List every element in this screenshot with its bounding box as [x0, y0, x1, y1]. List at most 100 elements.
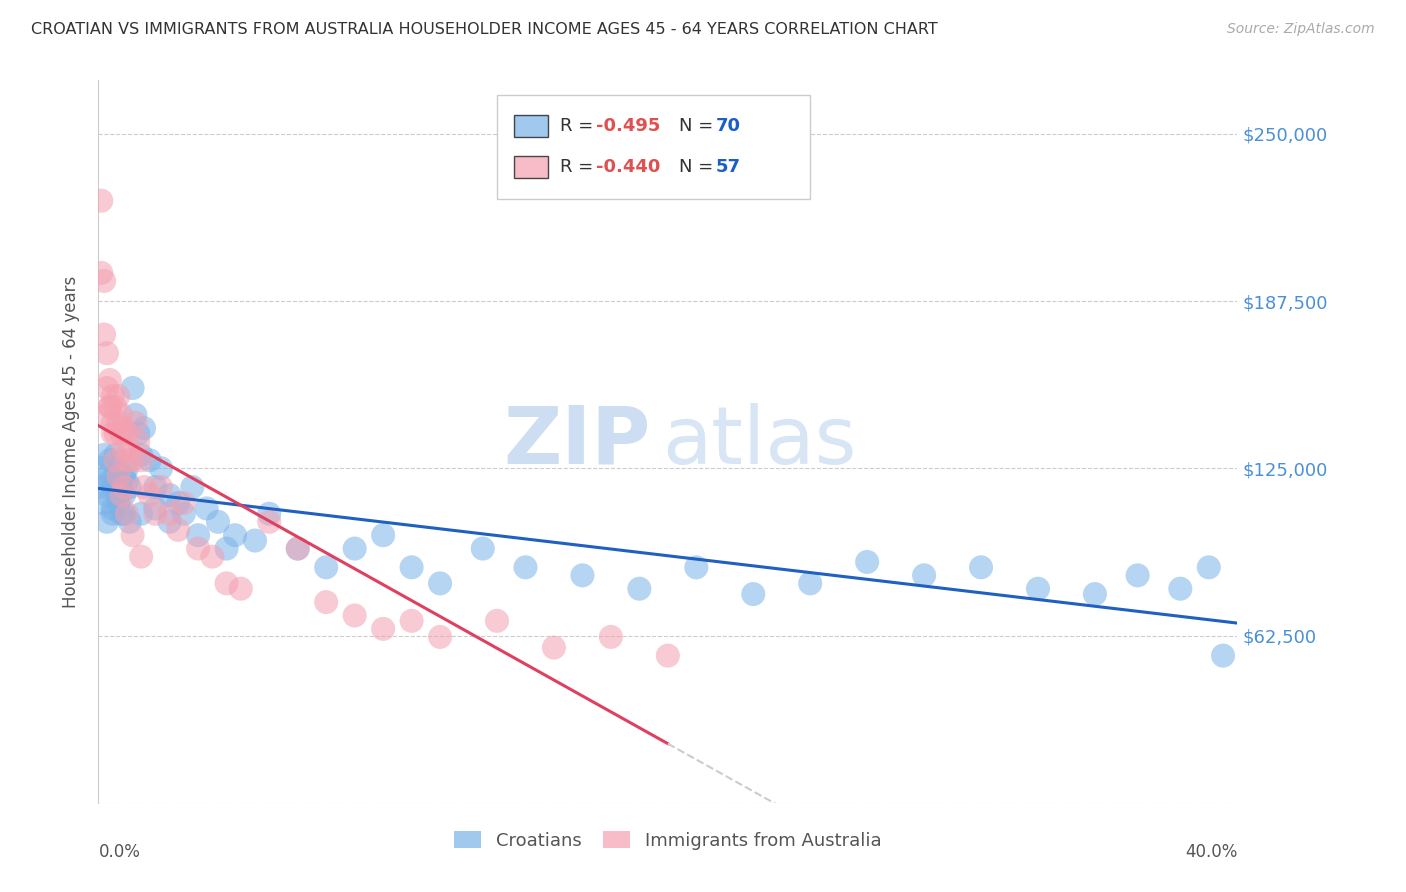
Point: [110, 426, 132, 441]
Point: [115, 475, 138, 489]
Point: [224, 528, 246, 542]
Point: [98, 373, 121, 387]
Point: [96, 488, 118, 502]
Point: [101, 426, 124, 441]
Legend: Croatians, Immigrants from Australia: Croatians, Immigrants from Australia: [446, 822, 890, 859]
Point: [187, 528, 209, 542]
Point: [98, 400, 121, 414]
Point: [107, 389, 129, 403]
Y-axis label: Householder Income Ages 45 - 64 years: Householder Income Ages 45 - 64 years: [62, 276, 80, 607]
Point: [138, 453, 160, 467]
Text: 70: 70: [716, 117, 741, 135]
Point: [90, 461, 112, 475]
Point: [1170, 582, 1192, 596]
Point: [1026, 582, 1049, 596]
Point: [107, 469, 129, 483]
Point: [104, 453, 127, 467]
FancyBboxPatch shape: [515, 156, 548, 178]
Point: [486, 614, 509, 628]
Point: [145, 501, 167, 516]
Point: [98, 475, 121, 489]
Point: [96, 346, 118, 360]
Point: [543, 640, 565, 655]
Point: [167, 496, 190, 510]
Point: [104, 448, 127, 462]
Point: [110, 488, 132, 502]
Point: [287, 541, 309, 556]
Text: 57: 57: [716, 158, 741, 176]
Point: [115, 507, 138, 521]
FancyBboxPatch shape: [515, 115, 548, 136]
Point: [104, 426, 127, 441]
Point: [215, 541, 238, 556]
Point: [129, 507, 152, 521]
Point: [93, 327, 115, 342]
Point: [181, 480, 204, 494]
Point: [401, 560, 423, 574]
Point: [101, 480, 124, 494]
Point: [118, 515, 141, 529]
Point: [401, 614, 423, 628]
Point: [132, 480, 155, 494]
Point: [129, 549, 152, 564]
Point: [742, 587, 765, 601]
Point: [127, 426, 149, 441]
Point: [124, 416, 146, 430]
Text: Source: ZipAtlas.com: Source: ZipAtlas.com: [1227, 22, 1375, 37]
Point: [93, 448, 115, 462]
Point: [195, 501, 218, 516]
Text: N =: N =: [679, 117, 720, 135]
Point: [90, 194, 112, 208]
Point: [93, 496, 115, 510]
Text: N =: N =: [679, 158, 720, 176]
Point: [167, 523, 190, 537]
Point: [118, 442, 141, 457]
Point: [159, 507, 181, 521]
Point: [90, 266, 112, 280]
Point: [259, 515, 281, 529]
Point: [159, 515, 181, 529]
Point: [101, 389, 124, 403]
Point: [101, 501, 124, 516]
Point: [429, 630, 451, 644]
Point: [115, 461, 138, 475]
Point: [112, 488, 135, 502]
Point: [112, 442, 135, 457]
Point: [373, 622, 395, 636]
Point: [315, 595, 337, 609]
Point: [98, 453, 121, 467]
Point: [118, 480, 141, 494]
Point: [600, 630, 623, 644]
Point: [104, 469, 127, 483]
Point: [112, 469, 135, 483]
Point: [101, 507, 124, 521]
Point: [121, 528, 143, 542]
Point: [121, 381, 143, 395]
Point: [96, 381, 118, 395]
Point: [1084, 587, 1107, 601]
Point: [110, 480, 132, 494]
FancyBboxPatch shape: [498, 95, 810, 200]
Point: [115, 426, 138, 441]
Point: [104, 400, 127, 414]
Point: [101, 416, 124, 430]
Point: [121, 453, 143, 467]
Point: [243, 533, 266, 548]
Point: [315, 560, 337, 574]
Point: [129, 453, 152, 467]
Point: [1198, 560, 1220, 574]
Point: [287, 541, 309, 556]
Text: ZIP: ZIP: [503, 402, 651, 481]
Point: [145, 480, 167, 494]
Point: [970, 560, 993, 574]
Text: 40.0%: 40.0%: [1185, 843, 1237, 861]
Point: [912, 568, 935, 582]
Point: [115, 453, 138, 467]
Point: [685, 560, 707, 574]
Point: [110, 408, 132, 422]
Point: [515, 560, 537, 574]
Point: [96, 408, 118, 422]
Point: [129, 448, 152, 462]
Point: [187, 541, 209, 556]
Point: [112, 480, 135, 494]
